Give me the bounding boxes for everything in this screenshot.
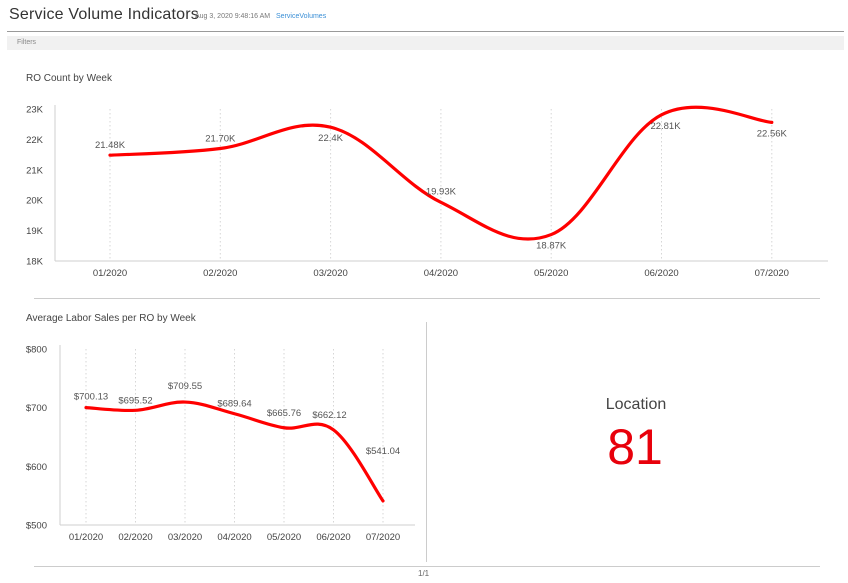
x-tick-label: 03/2020 (313, 268, 347, 279)
x-tick-label: 04/2020 (424, 268, 458, 279)
y-tick-label: 22K (26, 135, 44, 146)
chart2-title: Average Labor Sales per RO by Week (26, 313, 196, 324)
filters-label: Filters (17, 39, 37, 46)
y-tick-label: $500 (26, 521, 47, 532)
data-label: 22.4K (318, 133, 343, 144)
data-label: 19.93K (426, 186, 457, 197)
data-label: $709.55 (168, 381, 202, 392)
x-tick-label: 04/2020 (217, 532, 251, 543)
y-tick-label: 19K (26, 226, 44, 237)
page-indicator: 1/1 (418, 569, 430, 578)
data-label: 21.70K (205, 134, 236, 145)
dashboard-link[interactable]: ServiceVolumes (276, 13, 327, 20)
data-label: $695.52 (118, 395, 152, 406)
x-tick-label: 02/2020 (203, 268, 237, 279)
data-label: 18.87K (536, 241, 567, 252)
footer-divider (34, 566, 820, 567)
data-label: 22.56K (757, 128, 788, 139)
data-label: $662.12 (312, 410, 346, 421)
data-label: $689.64 (217, 399, 251, 410)
x-tick-label: 05/2020 (534, 268, 568, 279)
data-label: $665.76 (267, 408, 301, 419)
page-title: Service Volume Indicators (9, 6, 199, 23)
y-tick-label: $700 (26, 403, 47, 414)
y-tick-label: $800 (26, 345, 47, 356)
y-tick-label: 21K (26, 165, 44, 176)
series-line (108, 105, 774, 241)
data-label: $541.04 (366, 446, 400, 457)
x-tick-label: 02/2020 (118, 532, 152, 543)
timestamp: Aug 3, 2020 9:48:16 AM (195, 13, 271, 20)
y-tick-label: 20K (26, 196, 44, 207)
x-tick-label: 07/2020 (366, 532, 400, 543)
kpi-label: Location (605, 396, 667, 413)
header-divider (7, 31, 844, 32)
x-tick-label: 01/2020 (69, 532, 103, 543)
data-label: $700.13 (74, 392, 108, 403)
panel-divider (426, 322, 427, 562)
filters-bar[interactable]: Filters (7, 36, 844, 50)
y-tick-label: $600 (26, 462, 47, 473)
kpi-value: 81 (607, 419, 663, 475)
x-tick-label: 07/2020 (755, 268, 789, 279)
data-label: 21.48K (95, 140, 126, 151)
data-label: 22.81K (650, 121, 681, 132)
x-tick-label: 05/2020 (267, 532, 301, 543)
section-divider (34, 298, 820, 299)
y-tick-label: 18K (26, 257, 44, 268)
x-tick-label: 03/2020 (168, 532, 202, 543)
x-tick-label: 06/2020 (316, 532, 350, 543)
y-tick-label: 23K (26, 105, 44, 116)
series-line (84, 400, 385, 503)
chart1-title: RO Count by Week (26, 73, 112, 84)
dashboard-header: Service Volume Indicators Aug 3, 2020 9:… (0, 0, 848, 32)
x-tick-label: 01/2020 (93, 268, 127, 279)
x-tick-label: 06/2020 (644, 268, 678, 279)
